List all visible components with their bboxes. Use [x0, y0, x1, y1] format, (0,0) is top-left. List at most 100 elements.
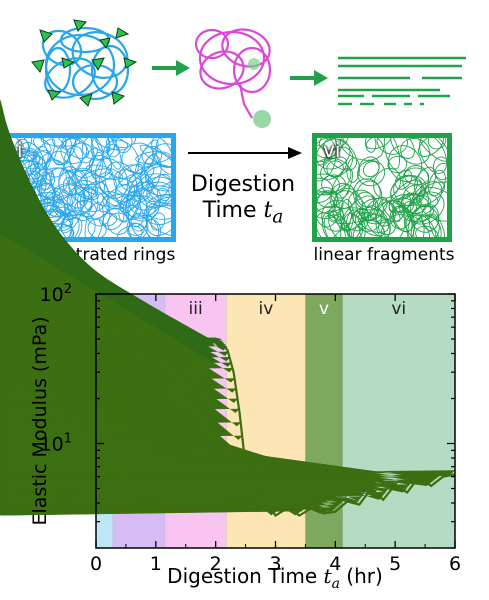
ring-strand	[389, 205, 411, 230]
ring-strand	[317, 138, 337, 182]
ring-strand	[428, 213, 446, 237]
ring-strand	[32, 145, 49, 169]
ring-strand	[107, 212, 130, 235]
ring-strand	[58, 166, 90, 209]
ring-strand	[116, 225, 143, 237]
ring-strand	[357, 156, 380, 180]
ring-strand	[52, 201, 76, 221]
ring-strand	[102, 207, 125, 230]
x-tick-label: 0	[90, 553, 102, 575]
ring-strand	[130, 212, 160, 237]
box-roman-i: i	[17, 138, 23, 162]
ring-strand	[317, 138, 344, 159]
ring-strand	[113, 169, 143, 197]
ring-strand	[346, 209, 366, 237]
ring-strand	[115, 138, 133, 154]
ring-strand	[62, 177, 77, 197]
digestion-time-label: Digestion Time ta	[184, 172, 302, 230]
region-label-v: v	[319, 299, 329, 319]
ring-strand	[427, 138, 447, 150]
ring-strand	[328, 214, 353, 237]
ring-strand	[60, 138, 88, 164]
ring-mesh-green-icon	[317, 138, 447, 237]
ring-strand	[51, 150, 70, 166]
digestion-label-line2: Time ta	[184, 198, 302, 230]
ring-strand	[375, 200, 406, 237]
ring-strand	[357, 212, 390, 233]
caption-linear-fragments: linear fragments	[313, 245, 455, 265]
ring-strand	[340, 198, 354, 232]
ring-strand	[413, 214, 440, 237]
ring-strand	[136, 173, 171, 208]
ring-strand	[112, 138, 137, 149]
ring-strand	[151, 138, 171, 175]
x-tick-label: 4	[329, 553, 341, 575]
ring-strand	[60, 207, 82, 234]
x-tick-label: 6	[449, 553, 461, 575]
ring-strand	[54, 138, 77, 166]
ring-strand	[69, 138, 103, 179]
ring-strand	[365, 138, 392, 150]
x-tick-label: 2	[210, 553, 222, 575]
magenta-ring-tangle-icon	[194, 28, 272, 119]
data-point	[0, 455, 455, 475]
ring-strand	[432, 156, 447, 181]
ring-strand	[90, 138, 111, 160]
ring-strand	[330, 182, 357, 209]
ring-strand	[317, 144, 328, 166]
ring-strand	[364, 205, 391, 237]
ring-strand	[359, 198, 394, 225]
schematic-top	[31, 19, 466, 128]
ring-strand	[33, 168, 55, 187]
ring-strand	[104, 161, 138, 203]
ring-strand	[411, 205, 435, 223]
ring-strand	[317, 138, 338, 162]
ring-strand	[43, 188, 73, 218]
x-tick-label: 1	[150, 553, 162, 575]
ring-strand	[402, 184, 429, 214]
y-tick-label: 101	[40, 432, 72, 456]
ring-strand	[393, 174, 425, 207]
ring-strand	[352, 219, 386, 237]
ring-strand	[410, 215, 442, 237]
ring-strand	[85, 164, 123, 180]
region-vi	[342, 294, 455, 548]
ring-strand	[333, 190, 369, 232]
digestion-arrow-icon	[188, 147, 302, 159]
region-label-vi: vi	[391, 299, 406, 319]
region-label-iii: iii	[189, 299, 203, 319]
ring-strand	[43, 223, 74, 237]
ring-strand	[317, 177, 334, 204]
green-arrow-icon	[290, 70, 328, 86]
digestion-label-symbol: t	[263, 198, 273, 223]
ring-strand	[135, 151, 171, 164]
ring-strand	[353, 178, 383, 211]
ring-strand	[402, 165, 429, 195]
ring-strand	[365, 138, 377, 153]
ring-strand	[125, 188, 160, 222]
linear-fragments-icon	[338, 56, 466, 106]
ring-strand	[127, 223, 145, 236]
digestion-label-sub: a	[272, 206, 284, 228]
y-axis-label: Elastic Modulus (mPa)	[29, 317, 51, 526]
ring-strand	[417, 138, 444, 157]
digestion-label-line1: Digestion	[190, 172, 296, 197]
digestion-label-time: Time	[202, 198, 264, 223]
y-tick-label: 102	[40, 282, 72, 306]
ring-strand	[340, 138, 384, 161]
ring-strand	[319, 138, 349, 152]
ring-strand	[347, 208, 365, 237]
ring-strand	[326, 160, 345, 178]
ring-strand	[51, 183, 93, 216]
region-label-iv: iv	[259, 299, 274, 319]
ring-strand	[126, 215, 149, 237]
enzyme-site-icon	[253, 110, 271, 128]
box-roman-vi: vi	[323, 138, 341, 162]
ring-strand	[416, 181, 445, 206]
ring-strand	[140, 154, 162, 192]
ring-strand	[145, 205, 171, 237]
linear-fragments-box: vi	[312, 133, 452, 242]
ring-strand	[145, 196, 171, 236]
ring-strand	[143, 152, 171, 187]
